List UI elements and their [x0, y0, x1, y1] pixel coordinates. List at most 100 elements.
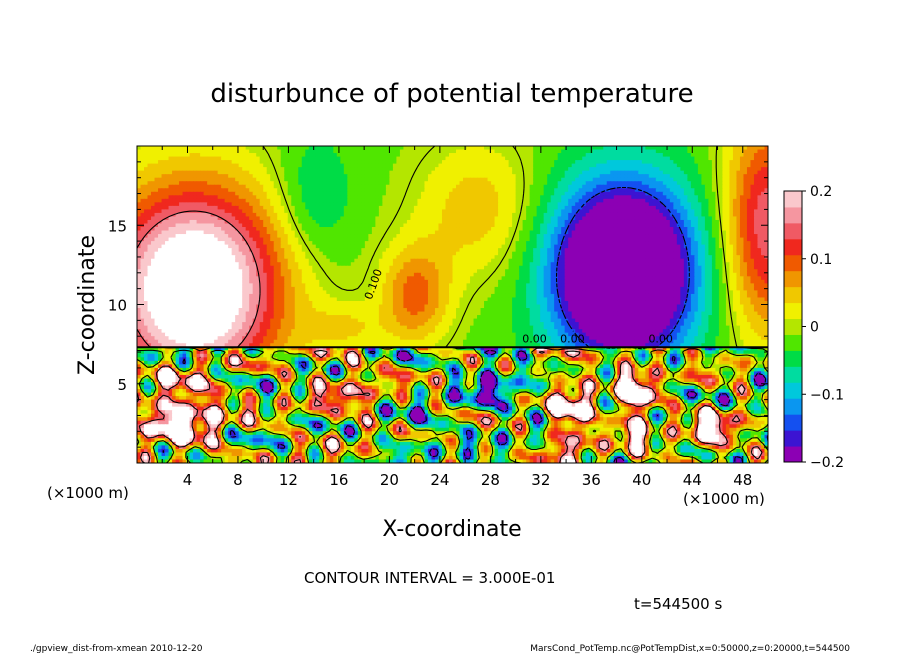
heatmap-cell — [218, 164, 222, 168]
heatmap-cell — [607, 181, 611, 185]
heatmap-cell — [761, 171, 765, 175]
heatmap-cell — [260, 202, 264, 206]
heatmap-cell — [284, 157, 288, 161]
heatmap-cell — [186, 223, 190, 227]
heatmap-cell — [747, 174, 751, 178]
heatmap-cell — [445, 213, 449, 217]
heatmap-cell — [488, 234, 492, 238]
heatmap-cell — [659, 195, 663, 199]
heatmap-cell — [435, 164, 439, 168]
heatmap-cell — [218, 150, 222, 154]
heatmap-cell — [165, 195, 169, 199]
heatmap-cell — [330, 241, 334, 245]
heatmap-cell — [705, 195, 709, 199]
heatmap-cell — [239, 216, 243, 220]
heatmap-cell — [438, 234, 442, 238]
heatmap-cell — [554, 146, 558, 150]
heatmap-cell — [211, 234, 215, 238]
heatmap-cell — [267, 206, 271, 210]
heatmap-cell — [435, 220, 439, 224]
heatmap-cell — [712, 209, 716, 213]
heatmap-cell — [582, 181, 586, 185]
heatmap-cell — [193, 146, 197, 150]
heatmap-cell — [617, 188, 621, 192]
heatmap-cell — [726, 181, 730, 185]
heatmap-cell — [694, 146, 698, 150]
heatmap-cell — [263, 209, 267, 213]
heatmap-cell — [393, 202, 397, 206]
heatmap-cell — [298, 185, 302, 189]
heatmap-cell — [505, 171, 509, 175]
heatmap-cell — [537, 206, 541, 210]
heatmap-cell — [179, 171, 183, 175]
heatmap-cell — [414, 202, 418, 206]
heatmap-cell — [736, 160, 740, 164]
heatmap-cell — [558, 216, 562, 220]
heatmap-cell — [239, 199, 243, 203]
heatmap-cell — [256, 160, 260, 164]
heatmap-cell — [586, 206, 590, 210]
heatmap-cell — [379, 150, 383, 154]
heatmap-cell — [424, 178, 428, 182]
heatmap-cell — [565, 171, 569, 175]
heatmap-cell — [519, 150, 523, 154]
heatmap-cell — [165, 234, 169, 238]
heatmap-cell — [316, 185, 320, 189]
heatmap-cell — [694, 192, 698, 196]
heatmap-cell — [169, 171, 173, 175]
heatmap-cell — [200, 174, 204, 178]
heatmap-cell — [761, 216, 765, 220]
heatmap-cell — [495, 227, 499, 231]
heatmap-cell — [614, 206, 618, 210]
heatmap-cell — [169, 220, 173, 224]
heatmap-cell — [256, 157, 260, 161]
heatmap-cell — [502, 160, 506, 164]
heatmap-cell — [305, 153, 309, 157]
heatmap-cell — [533, 227, 537, 231]
heatmap-cell — [498, 150, 502, 154]
heatmap-cell — [445, 220, 449, 224]
heatmap-cell — [579, 181, 583, 185]
heatmap-cell — [263, 202, 267, 206]
heatmap-cell — [169, 227, 173, 231]
heatmap-cell — [600, 206, 604, 210]
heatmap-cell — [242, 167, 246, 171]
heatmap-cell — [495, 213, 499, 217]
heatmap-cell — [351, 199, 355, 203]
heatmap-cell — [467, 171, 471, 175]
heatmap-cell — [722, 181, 726, 185]
heatmap-cell — [316, 150, 320, 154]
heatmap-cell — [162, 150, 166, 154]
heatmap-cell — [400, 157, 404, 161]
heatmap-cell — [302, 160, 306, 164]
heatmap-cell — [719, 188, 723, 192]
heatmap-cell — [249, 223, 253, 227]
heatmap-cell — [165, 164, 169, 168]
heatmap-cell — [572, 199, 576, 203]
heatmap-cell — [642, 206, 646, 210]
heatmap-cell — [442, 192, 446, 196]
heatmap-cell — [190, 241, 194, 245]
heatmap-cell — [225, 181, 229, 185]
heatmap-cell — [607, 216, 611, 220]
heatmap-cell — [323, 223, 327, 227]
heatmap-cell — [561, 185, 565, 189]
heatmap-cell — [757, 206, 761, 210]
heatmap-cell — [687, 185, 691, 189]
heatmap-cell — [169, 192, 173, 196]
heatmap-cell — [603, 202, 607, 206]
heatmap-cell — [761, 195, 765, 199]
heatmap-cell — [151, 150, 155, 154]
heatmap-cell — [519, 188, 523, 192]
heatmap-cell — [624, 146, 628, 150]
heatmap-cell — [600, 185, 604, 189]
heatmap-cell — [593, 216, 597, 220]
heatmap-cell — [663, 238, 667, 242]
heatmap-cell — [509, 171, 513, 175]
heatmap-cell — [407, 160, 411, 164]
heatmap-cell — [386, 220, 390, 224]
heatmap-cell — [221, 160, 225, 164]
heatmap-cell — [141, 164, 145, 168]
heatmap-cell — [547, 192, 551, 196]
heatmap-cell — [705, 171, 709, 175]
